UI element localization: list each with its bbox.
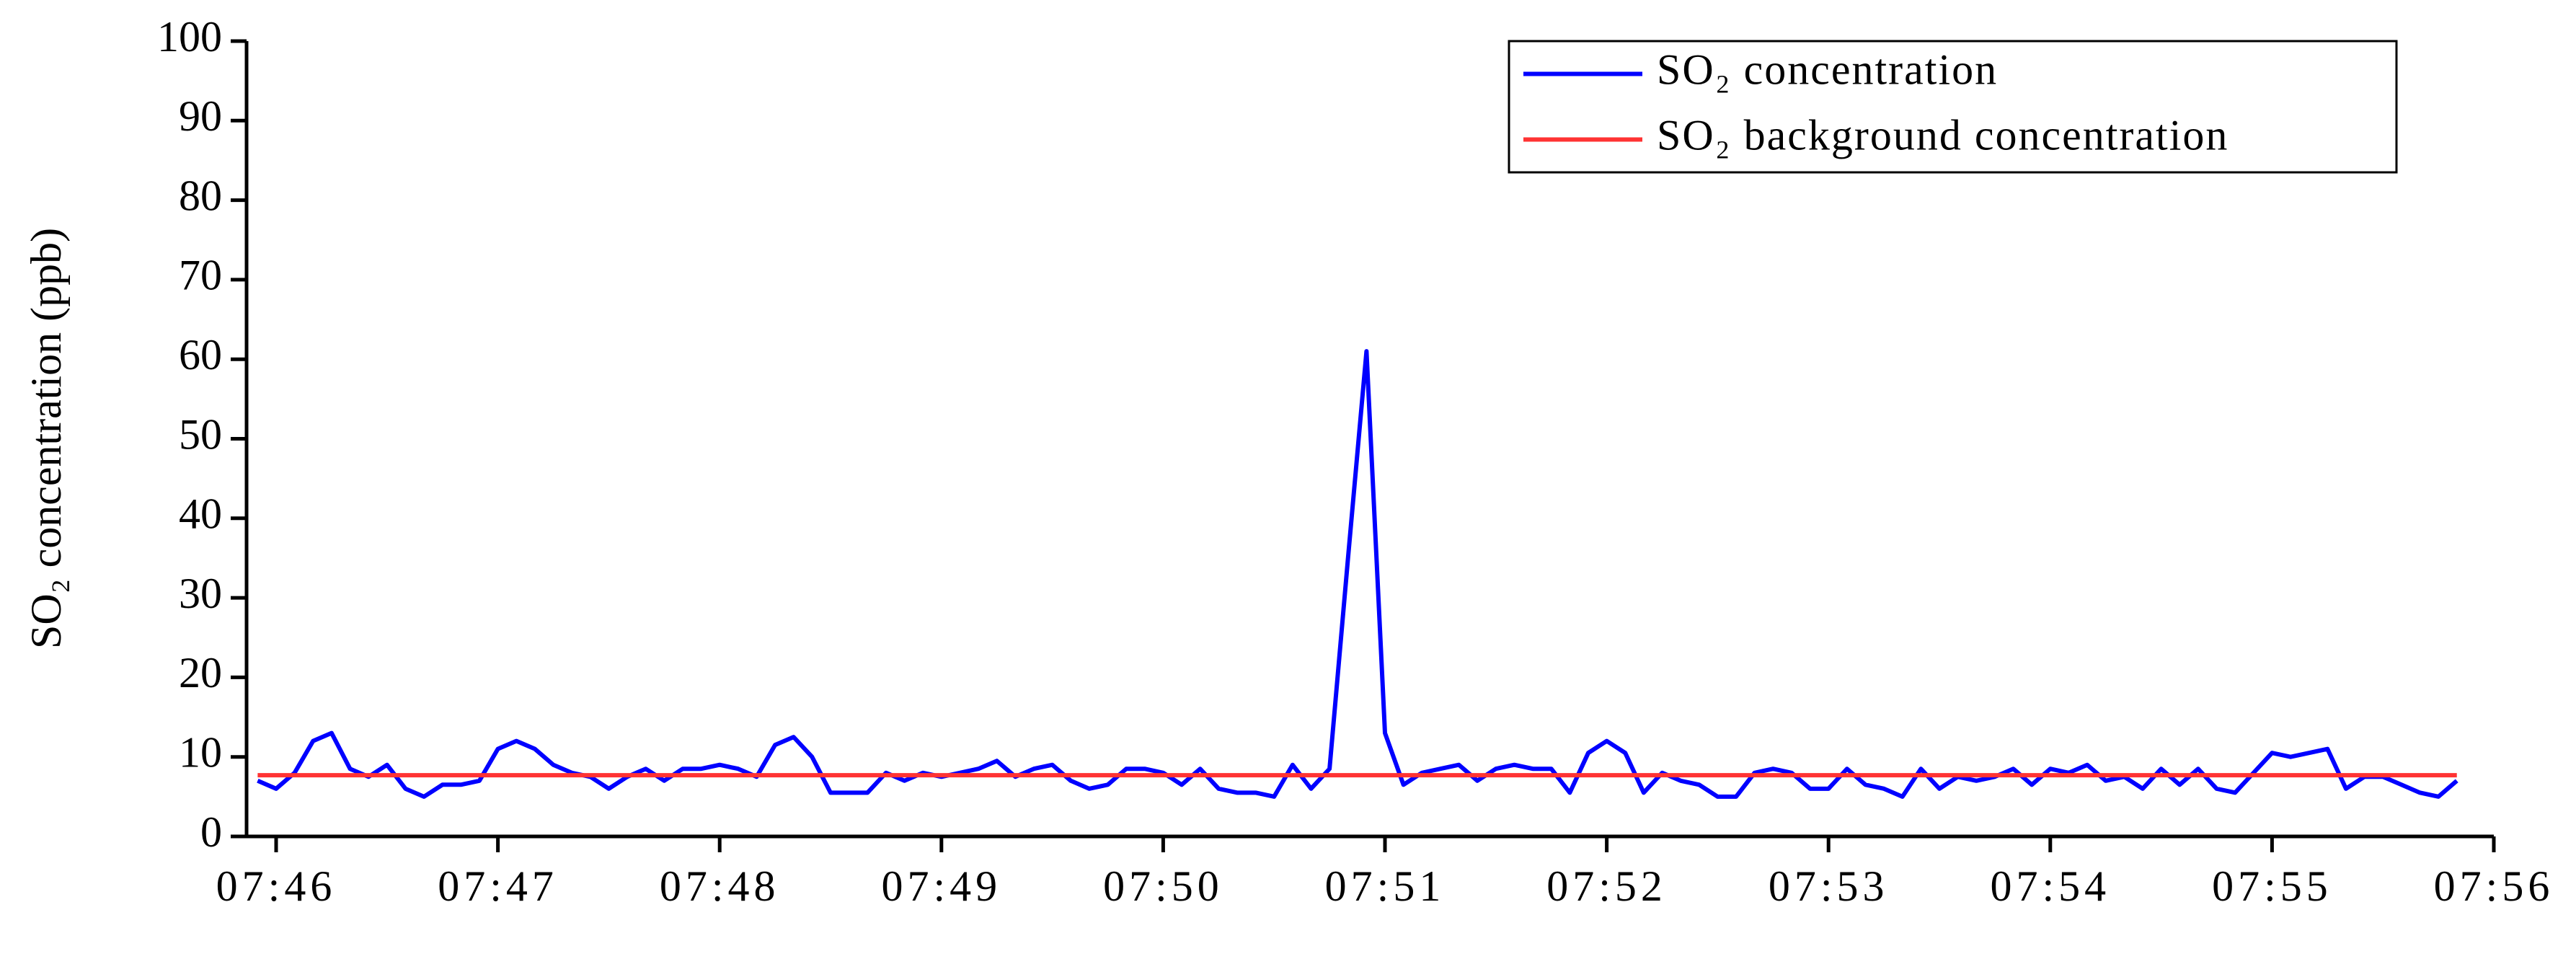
x-tick-label: 07:49 bbox=[881, 862, 1001, 910]
x-tick-label: 07:54 bbox=[1990, 862, 2110, 910]
y-tick-label: 100 bbox=[157, 13, 222, 61]
y-axis-label: SO₂ concentration (ppb) bbox=[22, 228, 70, 649]
y-tick-label: 70 bbox=[179, 252, 222, 299]
y-tick-label: 30 bbox=[179, 570, 222, 617]
y-tick-label: 40 bbox=[179, 490, 222, 538]
x-tick-label: 07:48 bbox=[660, 862, 780, 910]
legend-box bbox=[1508, 40, 2398, 174]
x-tick-label: 07:52 bbox=[1546, 862, 1667, 910]
x-tick-label: 07:50 bbox=[1103, 862, 1223, 910]
y-tick-label: 50 bbox=[179, 410, 222, 458]
data-line bbox=[257, 349, 2458, 799]
y-tick-label: 60 bbox=[179, 331, 222, 379]
x-tick-label: 07:53 bbox=[1769, 862, 1889, 910]
x-tick-label: 07:55 bbox=[2212, 862, 2332, 910]
x-tick-label: 07:46 bbox=[216, 862, 337, 910]
y-tick-label: 90 bbox=[179, 92, 222, 140]
y-tick-label: 10 bbox=[179, 728, 222, 776]
y-tick-label: 20 bbox=[179, 649, 222, 697]
y-tick-label: 80 bbox=[179, 172, 222, 219]
legend-label: SO₂ concentration bbox=[1657, 45, 1998, 93]
x-tick-label: 07:56 bbox=[2434, 862, 2554, 910]
x-tick-label: 07:51 bbox=[1325, 862, 1446, 910]
x-tick-label: 07:47 bbox=[438, 862, 558, 910]
legend-label: SO₂ background concentration bbox=[1657, 111, 2228, 159]
y-tick-label: 0 bbox=[200, 808, 222, 856]
